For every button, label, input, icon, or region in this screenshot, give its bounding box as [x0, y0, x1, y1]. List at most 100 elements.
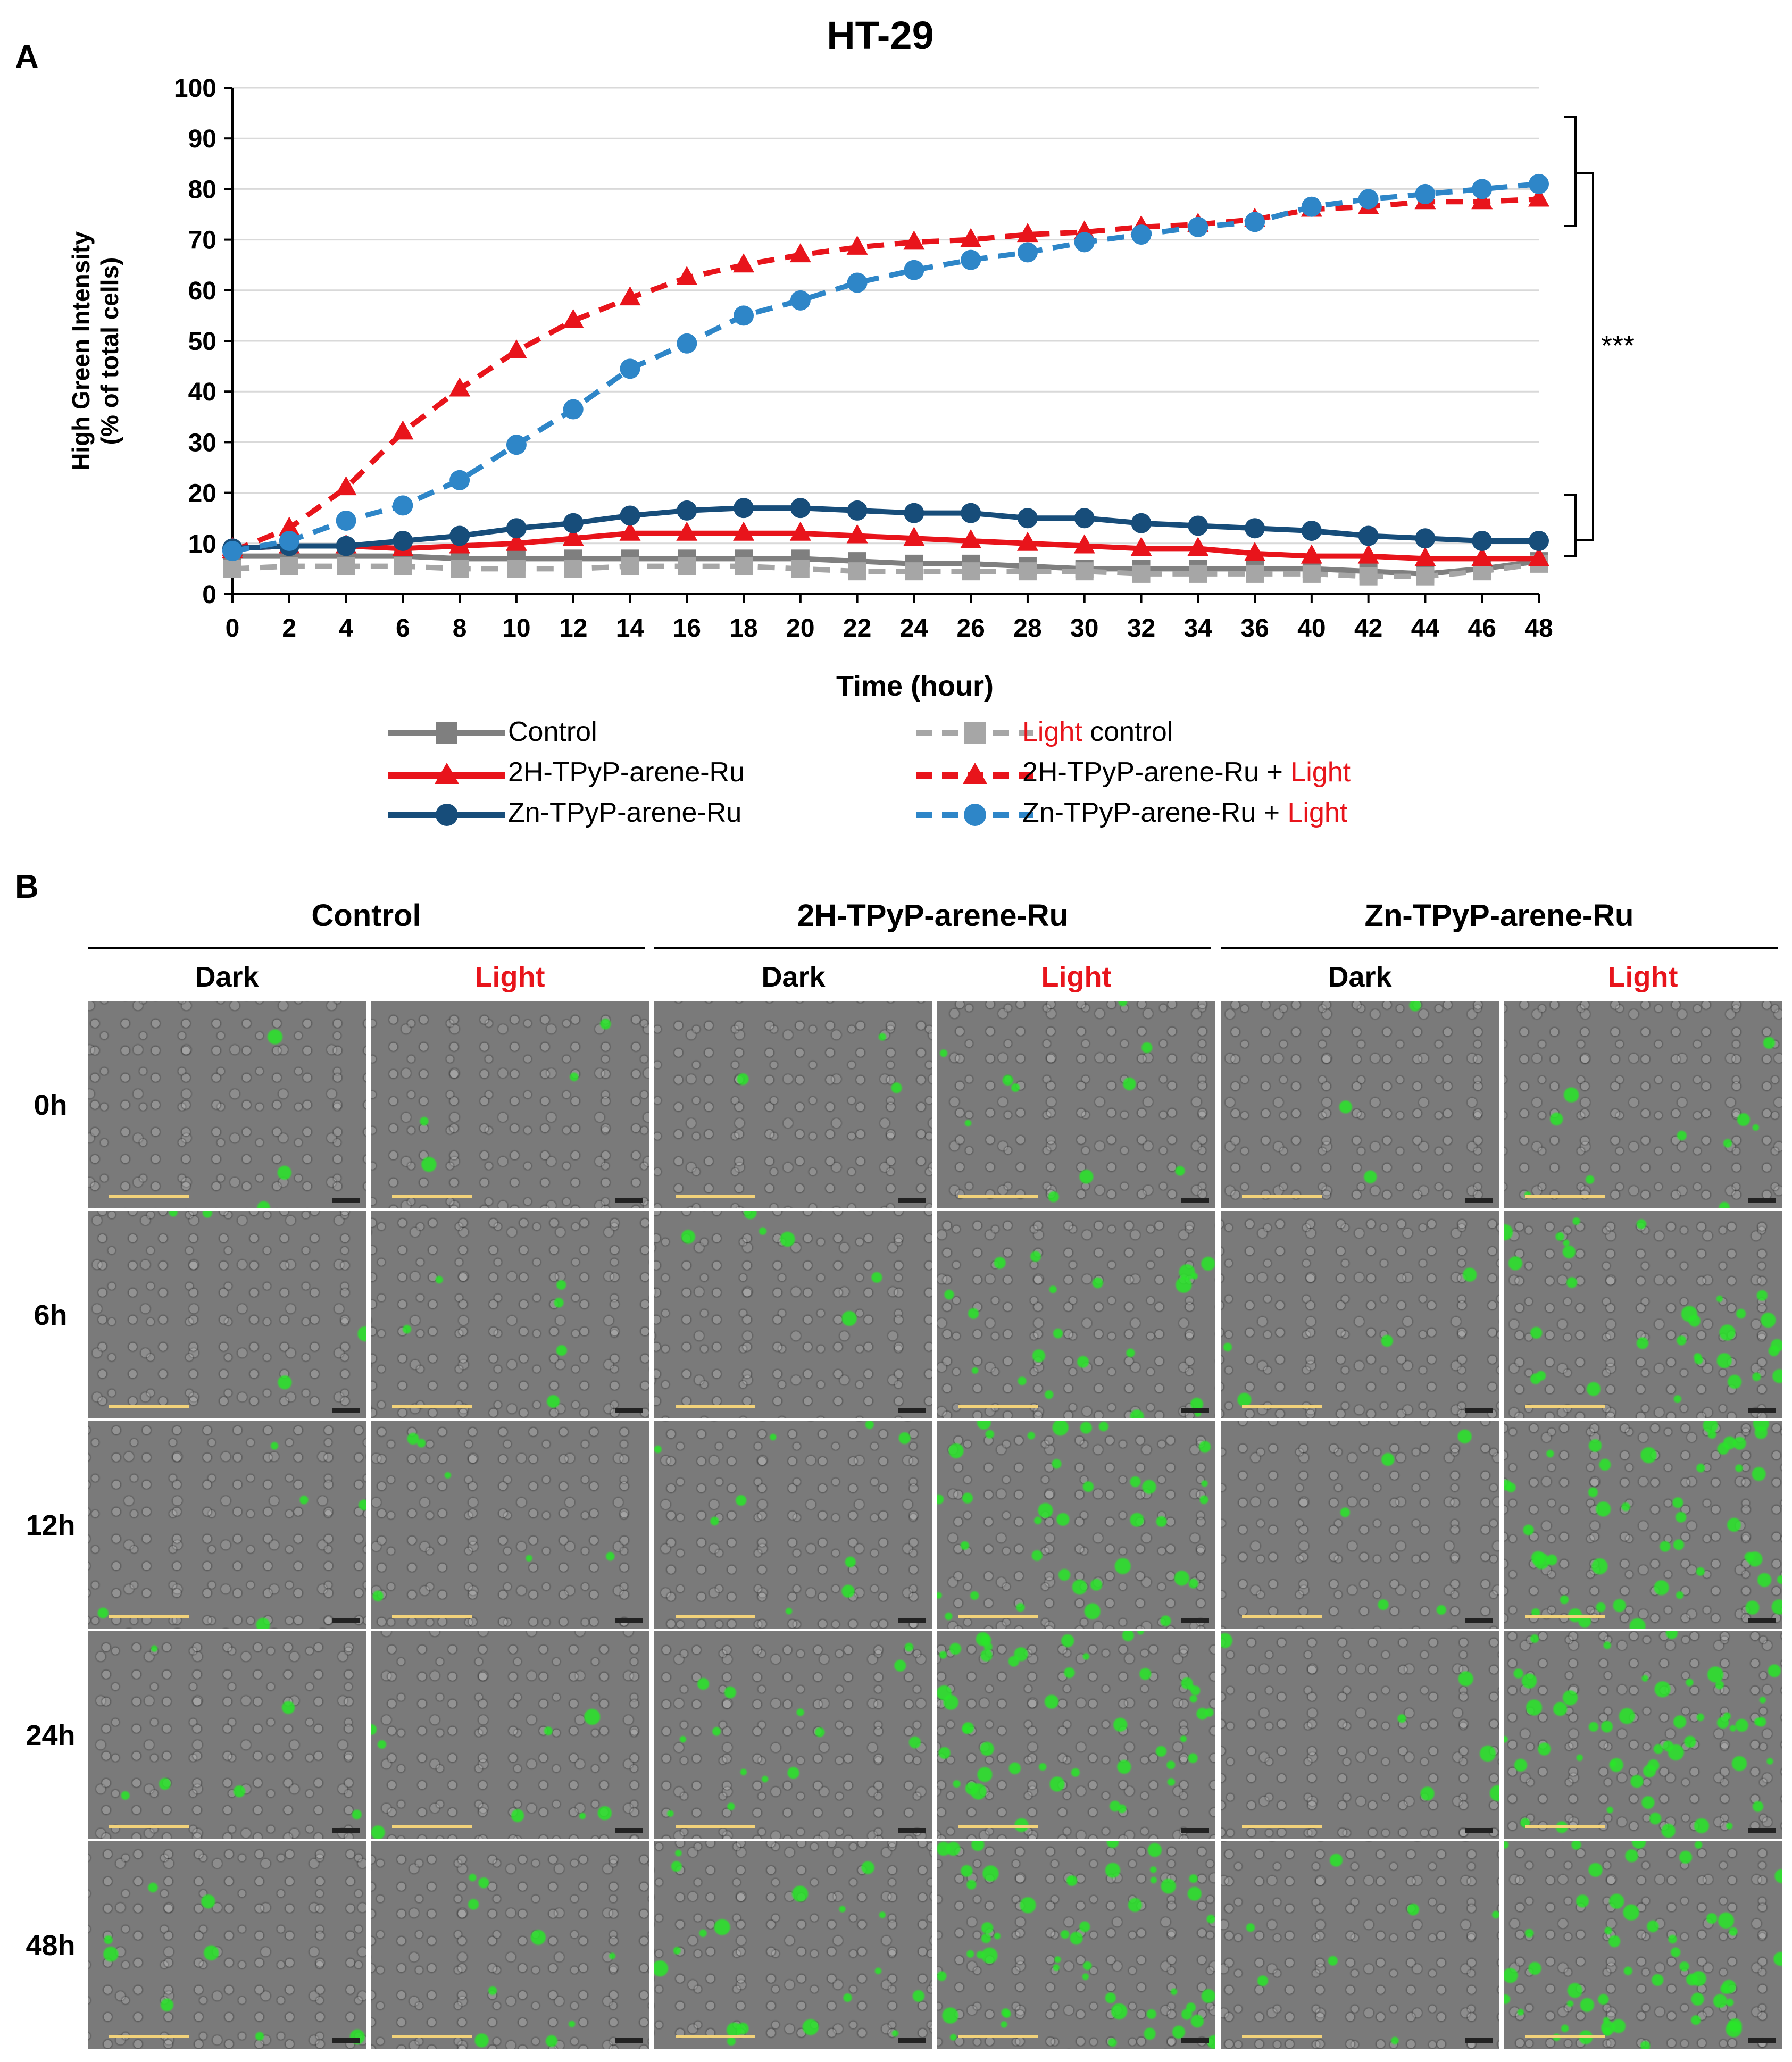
data-point	[1471, 547, 1493, 566]
fluorescent-cells	[937, 1211, 1215, 1418]
image-stamp	[332, 1618, 360, 1623]
condition-header-5: Light	[1607, 961, 1678, 993]
series-zn-tpyp-arene-ru	[222, 498, 1549, 559]
micrograph-0h-5	[1504, 1001, 1782, 1208]
data-point	[1357, 544, 1379, 564]
data-point	[507, 560, 526, 578]
scale-bar	[109, 1195, 189, 1198]
scale-bar	[1525, 1825, 1605, 1828]
fluorescent-cells	[654, 1211, 932, 1418]
group-rule-zn	[1221, 947, 1778, 949]
data-point	[1017, 508, 1038, 529]
legend-swatch-light-control	[916, 722, 1033, 744]
micrograph-0h-1	[371, 1001, 649, 1208]
data-point	[1414, 547, 1436, 566]
data-point	[1189, 564, 1207, 583]
x-tick-label: 42	[1354, 614, 1382, 642]
fluorescent-cells	[371, 1421, 649, 1629]
scale-bar	[676, 1825, 755, 1828]
fluorescent-cells	[1221, 1631, 1499, 1839]
image-stamp	[1748, 2038, 1776, 2043]
scale-bar	[958, 1615, 1038, 1618]
x-tick-label: 22	[843, 614, 871, 642]
x-tick-label: 44	[1411, 614, 1440, 642]
data-point	[505, 339, 527, 359]
data-point	[1073, 534, 1095, 554]
image-stamp	[1465, 1828, 1493, 1833]
image-stamp	[898, 2038, 926, 2043]
series-line	[232, 505, 1539, 552]
image-stamp	[615, 1828, 643, 1833]
data-point	[278, 516, 300, 536]
fluorescent-cells	[937, 1631, 1215, 1839]
scale-bar	[958, 1405, 1038, 1408]
scale-bar	[676, 2035, 755, 2038]
image-stamp	[1181, 1408, 1209, 1413]
fluorescent-cells	[371, 1001, 649, 1208]
data-point	[677, 500, 697, 521]
time-label-24h: 24h	[26, 1719, 76, 1751]
data-point	[960, 228, 982, 247]
image-stamp	[898, 1618, 926, 1623]
series-line	[232, 530, 1539, 562]
data-point	[506, 435, 527, 455]
data-point	[846, 235, 868, 255]
x-tick-label: 48	[1524, 614, 1553, 642]
scale-bar	[1525, 1195, 1605, 1198]
x-tick-label: 2	[282, 614, 296, 642]
legend-swatch-control	[388, 722, 505, 744]
image-stamp	[1465, 1408, 1493, 1413]
data-point	[222, 541, 243, 562]
micrograph-0h-0	[88, 1001, 366, 1208]
micrograph-12h-5	[1504, 1421, 1782, 1629]
data-point	[449, 525, 470, 546]
x-tick-label: 26	[956, 614, 985, 642]
image-stamp	[1181, 1828, 1209, 1833]
data-point	[621, 557, 639, 575]
significance-brackets	[1564, 116, 1594, 557]
image-stamp	[898, 1828, 926, 1833]
data-point	[619, 521, 641, 541]
data-point	[733, 521, 755, 541]
micrograph-6h-3	[937, 1211, 1215, 1418]
image-stamp	[1465, 1198, 1493, 1203]
data-point	[789, 243, 811, 263]
scale-bar	[109, 2035, 189, 2038]
data-point	[1302, 564, 1321, 583]
data-point	[620, 505, 640, 526]
image-stamp	[1748, 1408, 1776, 1413]
scale-bar	[392, 1405, 472, 1408]
panel-a-letter: A	[15, 39, 39, 76]
condition-header-0: Dark	[195, 961, 259, 993]
data-point	[1074, 232, 1095, 253]
data-point	[392, 420, 414, 440]
image-stamp	[332, 1198, 360, 1203]
data-point	[1016, 531, 1038, 551]
scale-bar	[1242, 1825, 1322, 1828]
data-point	[1529, 173, 1549, 194]
x-tick-label: 24	[900, 614, 929, 642]
data-point	[1358, 525, 1379, 546]
y-tick-label: 60	[188, 277, 216, 305]
scale-bar	[958, 1825, 1038, 1828]
series-light-control	[223, 554, 1548, 586]
legend-swatch-2h-light	[916, 763, 1033, 784]
series-layer	[222, 173, 1549, 586]
image-stamp	[615, 1618, 643, 1623]
data-point	[393, 495, 413, 516]
legend-swatch-zn-light	[916, 804, 1033, 826]
data-point	[846, 524, 868, 544]
micrograph-6h-0	[88, 1211, 366, 1418]
data-point	[735, 557, 753, 575]
data-point	[336, 510, 356, 531]
data-point	[1358, 189, 1379, 210]
micrograph-48h-5	[1504, 1841, 1782, 2049]
data-point	[1016, 223, 1038, 243]
x-tick-label: 20	[786, 614, 814, 642]
condition-header-2: Dark	[761, 961, 826, 993]
legend-light-control-suffix: control	[1082, 716, 1173, 747]
condition-header-4: Dark	[1328, 961, 1392, 993]
y-tick-label: 50	[188, 328, 216, 356]
fluorescent-cells	[1504, 1841, 1782, 2049]
data-point	[790, 290, 811, 311]
